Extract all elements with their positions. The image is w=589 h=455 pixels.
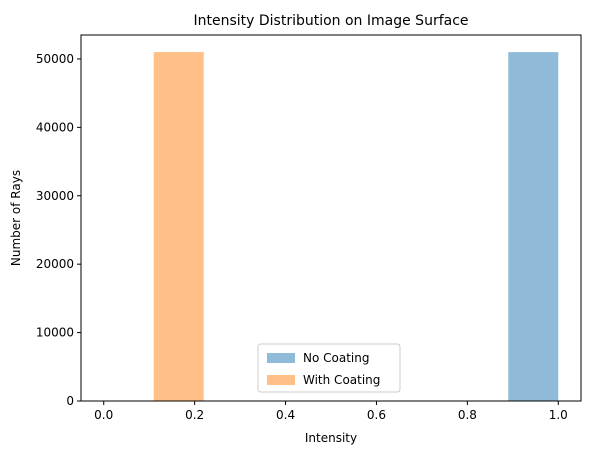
legend-swatch-with-coating bbox=[267, 375, 295, 385]
y-tick-label: 50000 bbox=[36, 52, 74, 66]
bars-layer bbox=[153, 52, 559, 401]
x-tick-label: 0.4 bbox=[276, 408, 295, 422]
y-tick-label: 30000 bbox=[36, 189, 74, 203]
x-tick-label: 1.0 bbox=[549, 408, 568, 422]
x-tick-label: 0.0 bbox=[94, 408, 113, 422]
legend: No Coating With Coating bbox=[257, 343, 401, 393]
plot-frame bbox=[80, 34, 582, 402]
bar-with-coating bbox=[153, 52, 204, 401]
x-tick-label: 0.8 bbox=[458, 408, 477, 422]
x-tick-label: 0.6 bbox=[367, 408, 386, 422]
y-tick-label: 10000 bbox=[36, 326, 74, 340]
y-axis-label: Number of Rays bbox=[9, 170, 23, 266]
x-axis-label: Intensity bbox=[305, 431, 357, 445]
y-tick-label: 20000 bbox=[36, 257, 74, 271]
legend-label-no-coating: No Coating bbox=[303, 351, 369, 365]
legend-swatch-no-coating bbox=[267, 353, 295, 363]
legend-label-with-coating: With Coating bbox=[303, 373, 380, 387]
y-tick-label: 40000 bbox=[36, 120, 74, 134]
chart-title: Intensity Distribution on Image Surface bbox=[193, 13, 468, 29]
y-axis: 0 10000 20000 30000 40000 50000 bbox=[36, 52, 81, 408]
bar-no-coating bbox=[508, 52, 559, 401]
y-tick-label: 0 bbox=[66, 394, 74, 408]
x-tick-label: 0.2 bbox=[185, 408, 204, 422]
x-axis: 0.0 0.2 0.4 0.6 0.8 1.0 bbox=[94, 401, 568, 422]
